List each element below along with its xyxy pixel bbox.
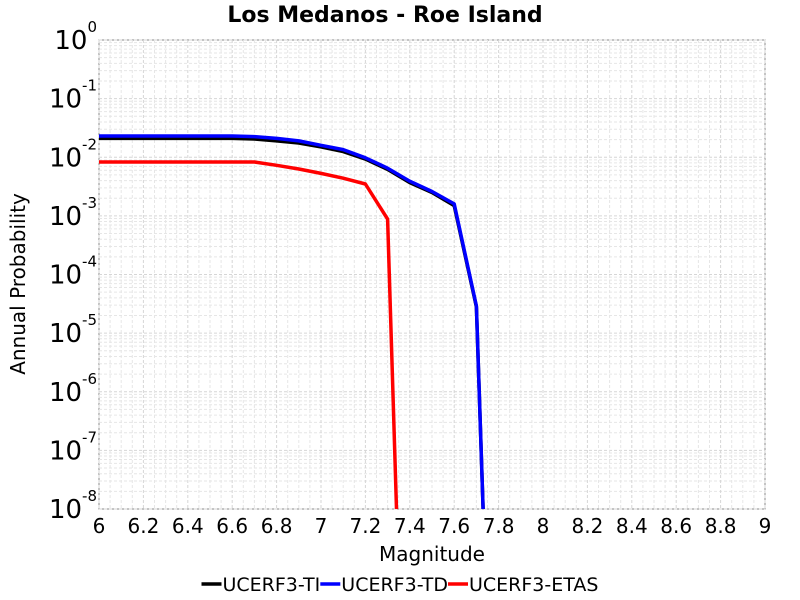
x-tick-label: 6.8: [261, 514, 293, 538]
chart-title: Los Medanos - Roe Island: [227, 3, 542, 28]
x-tick-label: 6.4: [172, 514, 204, 538]
y-tick-base: 10: [49, 436, 82, 466]
y-tick-exponent: -1: [82, 77, 97, 95]
x-tick-label: 8.4: [616, 514, 648, 538]
y-tick-base: 10: [49, 202, 82, 232]
legend-item: UCERF3-ETAS: [448, 574, 598, 596]
y-tick-label: -810: [49, 487, 97, 525]
x-axis-ticks: 6 6.2 6.4 6.6 6.8 7 7.2 7.4 7.6 7.8 8 8.2 8.4 8.6 8.8 9: [93, 514, 772, 538]
y-tick-label: -610: [49, 370, 97, 408]
x-tick-label: 8.6: [660, 514, 692, 538]
y-tick-base: 10: [49, 85, 82, 115]
y-tick-base: 10: [49, 378, 82, 408]
y-tick-label: -210: [49, 135, 97, 173]
legend-label: UCERF3-TI: [223, 574, 321, 596]
legend-label: UCERF3-ETAS: [469, 574, 598, 596]
y-tick-label: -310: [49, 194, 97, 232]
x-tick-label: 6: [93, 514, 106, 538]
x-tick-label: 9: [759, 514, 772, 538]
y-tick-exponent: -2: [82, 135, 97, 153]
x-tick-label: 7.8: [483, 514, 515, 538]
y-tick-label: -710: [49, 428, 97, 466]
y-tick-base: 10: [54, 26, 87, 56]
legend: UCERF3-TI UCERF3-TD UCERF3-ETAS: [201, 574, 598, 596]
y-tick-exponent: -5: [82, 311, 97, 329]
series-lines: [99, 134, 485, 510]
y-axis-ticks: 010-110-210-310-410-510-610-710-810: [49, 18, 97, 525]
legend-item: UCERF3-TD: [320, 574, 448, 596]
y-tick-base: 10: [49, 319, 82, 349]
x-tick-label: 8.8: [705, 514, 737, 538]
y-tick-exponent: -8: [82, 487, 97, 505]
x-tick-label: 6.6: [216, 514, 248, 538]
grid-lines: [98, 39, 766, 510]
y-tick-base: 10: [49, 143, 82, 173]
y-tick-base: 10: [49, 261, 82, 291]
y-axis-label: Annual Probability: [6, 193, 30, 375]
y-tick-label: -410: [49, 253, 97, 291]
x-tick-label: 7: [315, 514, 328, 538]
x-tick-label: 7.6: [438, 514, 470, 538]
y-tick-label: -110: [49, 77, 97, 115]
x-axis-label: Magnitude: [379, 542, 485, 566]
legend-label: UCERF3-TD: [341, 574, 448, 596]
y-tick-exponent: -6: [82, 370, 97, 388]
y-tick-label: 010: [54, 18, 97, 56]
x-tick-label: 8: [537, 514, 550, 538]
series-line-ucerf3-etas: [99, 160, 399, 510]
series-line-ucerf3-td: [99, 134, 485, 510]
y-tick-label: -510: [49, 311, 97, 349]
y-tick-exponent: 0: [87, 18, 97, 36]
y-tick-base: 10: [49, 495, 82, 525]
x-tick-label: 8.2: [571, 514, 603, 538]
x-tick-label: 6.2: [127, 514, 159, 538]
x-tick-label: 7.2: [349, 514, 381, 538]
y-tick-exponent: -4: [82, 253, 97, 271]
x-tick-label: 7.4: [394, 514, 426, 538]
y-tick-exponent: -7: [82, 428, 97, 446]
legend-item: UCERF3-TI: [201, 574, 321, 596]
y-tick-exponent: -3: [82, 194, 97, 212]
